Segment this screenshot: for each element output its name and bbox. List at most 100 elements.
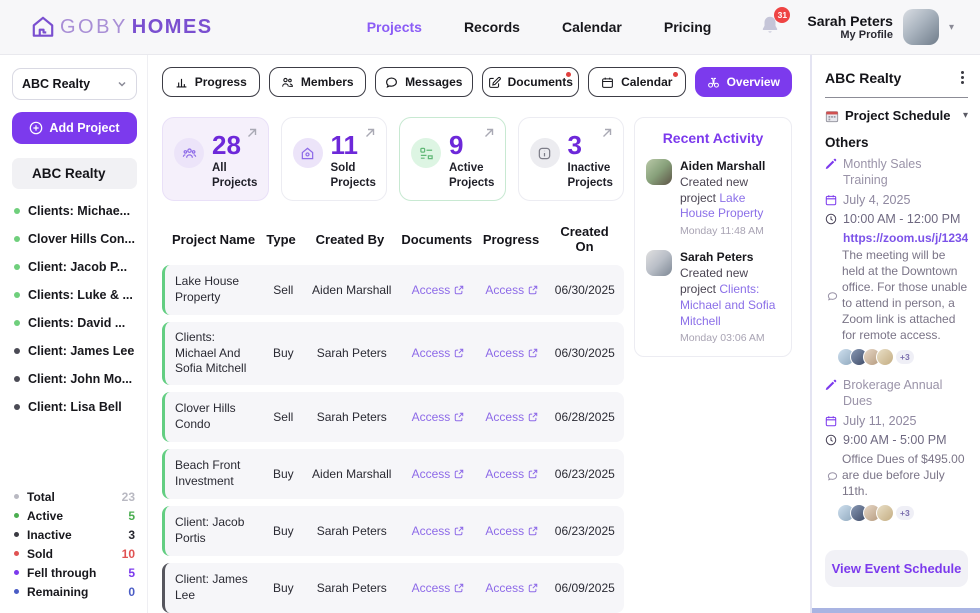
sidebar-project-item[interactable]: Clients: Luke & ... [12, 281, 137, 309]
sidebar-project-item[interactable]: Client: James Lee [12, 337, 137, 365]
stat-card-active-projects[interactable]: 9 Active Projects [399, 117, 506, 202]
org-select[interactable]: ABC Realty [12, 68, 137, 100]
tab-members[interactable]: Members [268, 67, 366, 97]
progress-access-link[interactable]: Access [485, 410, 538, 424]
documents-access-link[interactable]: Access [412, 581, 465, 595]
nav-records[interactable]: Records [463, 19, 520, 35]
group-icon [174, 138, 204, 168]
stat-value: 3 [567, 130, 582, 160]
add-project-button[interactable]: Add Project [12, 112, 137, 144]
tab-messages[interactable]: Messages [375, 67, 473, 97]
stat-label: Active Projects [449, 162, 495, 189]
nav-calendar[interactable]: Calendar [561, 19, 622, 35]
activity-time: Monday 03:06 AM [680, 332, 765, 345]
sidebar-project-item[interactable]: Clients: David ... [12, 309, 137, 337]
tab-documents[interactable]: Documents [481, 67, 579, 97]
sidebar-project-item[interactable]: Client: Lisa Bell [12, 393, 137, 421]
project-schedule-toggle[interactable]: Project Schedule ▾ [825, 108, 968, 123]
project-label: Clients: Luke & ... [28, 288, 133, 302]
bell-icon [763, 16, 778, 33]
cell-project-name: Client: James Lee [175, 572, 248, 602]
arrow-up-right-icon[interactable] [483, 126, 495, 144]
sidebar-project-item[interactable]: Client: John Mo... [12, 365, 137, 393]
table-header: Project Name Type Created By Documents P… [162, 219, 624, 265]
event-attendees[interactable]: +3 [837, 504, 968, 523]
notifications-button[interactable]: 31 [759, 6, 791, 41]
main-column: 28 All Projects 11 Sold Projects [162, 117, 624, 613]
kebab-menu-icon[interactable] [957, 69, 968, 86]
documents-access-link[interactable]: Access [412, 467, 465, 481]
project-label: Client: John Mo... [28, 372, 133, 386]
logo-text-goby: GOBY [60, 15, 128, 38]
progress-access-link[interactable]: Access [485, 283, 538, 297]
attendee-overflow-count: +3 [896, 349, 914, 364]
activity-avatar [646, 159, 672, 185]
horizontal-scrollbar[interactable] [812, 608, 980, 613]
status-dot [14, 404, 20, 410]
activity-target-link[interactable]: Lake House Property [680, 190, 764, 221]
sidebar-project-item[interactable]: Client: Jacob P... [12, 253, 137, 281]
alert-dot [672, 72, 678, 77]
cell-project-name: Lake House Property [175, 274, 240, 304]
cell-created-on: 06/30/2025 [554, 346, 615, 361]
progress-access-link[interactable]: Access [485, 524, 538, 538]
chevron-down-icon[interactable]: ▾ [948, 21, 954, 33]
documents-access-link[interactable]: Access [412, 410, 465, 424]
user-avatar[interactable] [902, 9, 939, 45]
stat-card-sold-projects[interactable]: 11 Sold Projects [280, 117, 387, 202]
sidebar-project-item[interactable]: Clients: Michae... [12, 197, 137, 225]
binoculars-icon [707, 77, 719, 88]
progress-access-link[interactable]: Access [485, 467, 538, 481]
documents-access-link[interactable]: Access [412, 346, 465, 360]
chevron-down-icon[interactable]: ▾ [962, 110, 968, 121]
external-link-icon [455, 526, 464, 535]
stat-card-all-projects[interactable]: 28 All Projects [162, 117, 269, 202]
arrow-up-right-icon[interactable] [246, 126, 258, 144]
activity-action: Created new project [680, 174, 749, 205]
status-dot [14, 292, 20, 298]
activity-user: Aiden Marshall [680, 159, 766, 173]
status-dot [14, 348, 20, 354]
status-dot [14, 320, 20, 326]
event-zoom-link[interactable]: https://zoom.us/j/123456789 [843, 231, 968, 246]
activity-target-link[interactable]: Clients: Michael and Sofia Mitchell [680, 281, 776, 328]
brand-logo[interactable]: GOBY HOMES [30, 14, 213, 40]
cell-type: Buy [272, 346, 294, 361]
stat-card-inactive-projects[interactable]: 3 Inactive Projects [517, 117, 624, 202]
external-link-icon [455, 469, 464, 478]
activity-item: Aiden Marshall Created new project Lake … [646, 159, 780, 237]
progress-access-link[interactable]: Access [485, 581, 538, 595]
tab-calendar[interactable]: Calendar [588, 67, 686, 97]
arrow-up-right-icon[interactable] [364, 126, 376, 144]
table-row: Clients: Michael And Sofia Mitchell Buy … [162, 321, 624, 385]
comment-icon [827, 291, 838, 301]
tab-overview[interactable]: Overview [694, 67, 792, 97]
col-project-name: Project Name [172, 232, 256, 248]
external-link-icon [455, 583, 464, 592]
user-name: Sarah Peters [807, 13, 893, 29]
documents-access-link[interactable]: Access [412, 283, 465, 297]
sidebar-project-item[interactable]: Clover Hills Con... [12, 225, 137, 253]
tab-progress[interactable]: Progress [162, 67, 260, 97]
status-legend: Total 23 Active 5 Inactive 3 Sold 10 Fell th… [12, 487, 137, 605]
nav-pricing[interactable]: Pricing [663, 19, 712, 35]
event-attendees[interactable]: +3 [837, 347, 968, 366]
list-icon [411, 138, 441, 168]
nav-projects[interactable]: Projects [366, 19, 422, 35]
cell-project-name: Beach Front Investment [175, 458, 241, 488]
view-event-schedule-button[interactable]: View Event Schedule [825, 550, 968, 588]
user-menu[interactable]: Sarah Peters My Profile ▾ [807, 9, 954, 45]
cell-created-on: 06/23/2025 [554, 466, 615, 481]
add-project-label: Add Project [49, 121, 120, 135]
arrow-up-right-icon[interactable] [601, 126, 613, 144]
calendar-outline-icon [825, 416, 837, 427]
col-created-on: Created On [560, 224, 609, 254]
status-dot [14, 264, 20, 270]
external-link-icon [528, 285, 538, 295]
progress-access-link[interactable]: Access [485, 346, 538, 360]
stat-value: 11 [330, 130, 359, 160]
legend-remaining: Remaining 0 [14, 582, 135, 601]
documents-access-link[interactable]: Access [412, 524, 465, 538]
legend-dot [14, 532, 19, 537]
